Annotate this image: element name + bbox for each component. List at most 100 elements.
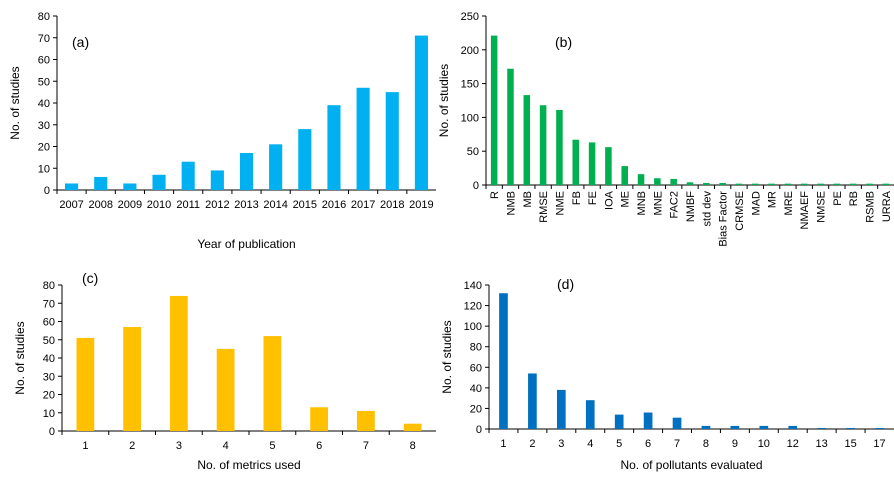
y-tick-label: 150 bbox=[461, 79, 479, 91]
x-tick-label: 6 bbox=[645, 438, 651, 450]
x-tick-label: 7 bbox=[363, 440, 369, 452]
y-tick-label: 50 bbox=[467, 146, 479, 158]
bar bbox=[654, 178, 661, 185]
y-tick-label: 80 bbox=[470, 342, 482, 354]
bar bbox=[499, 293, 508, 429]
bar bbox=[882, 183, 890, 185]
y-tick-label: 140 bbox=[464, 280, 482, 292]
x-tick-label: FAC2 bbox=[669, 191, 681, 219]
bar bbox=[621, 166, 628, 185]
y-tick-label: 60 bbox=[43, 317, 55, 329]
x-tick-label: 2019 bbox=[409, 199, 433, 211]
y-tick-label: 0 bbox=[473, 180, 479, 192]
x-tick-label: 2008 bbox=[88, 199, 112, 211]
x-tick-label: NME bbox=[554, 191, 566, 215]
y-tick-label: 70 bbox=[38, 33, 50, 45]
x-tick-label: 2015 bbox=[293, 199, 317, 211]
bar bbox=[752, 183, 759, 185]
bar bbox=[788, 425, 798, 429]
y-tick-label: 20 bbox=[38, 142, 50, 154]
panel-label: (b) bbox=[555, 34, 572, 50]
y-axis-title: No. of studies bbox=[8, 66, 22, 139]
bar bbox=[614, 414, 624, 429]
chart-panel-c: 0 10 20 30 40 50 60 70 80 1 2 3 4 5 6 7 8 No. of studies N… bbox=[13, 270, 436, 472]
y-axis-title: No. of studies bbox=[440, 320, 454, 393]
bar bbox=[269, 144, 283, 190]
x-tick-label: 15 bbox=[844, 438, 856, 450]
x-tick-label: 2010 bbox=[147, 199, 171, 211]
bar bbox=[123, 183, 137, 190]
bar bbox=[263, 336, 282, 431]
x-tick-label: 2009 bbox=[118, 199, 142, 211]
x-tick-label: 7 bbox=[674, 438, 680, 450]
x-tick-label: 8 bbox=[410, 440, 416, 452]
x-tick-label: IOA bbox=[603, 190, 615, 210]
bar bbox=[817, 183, 824, 185]
panel-label: (d) bbox=[557, 276, 574, 292]
x-tick-label: std dev bbox=[701, 191, 713, 227]
y-tick-label: 50 bbox=[43, 335, 55, 347]
y-tick-label: 250 bbox=[461, 11, 479, 23]
bar bbox=[588, 142, 596, 185]
x-tick-label: RB bbox=[848, 191, 860, 206]
x-tick-label: 2017 bbox=[351, 199, 375, 211]
bar bbox=[414, 35, 428, 191]
y-tick-label: 30 bbox=[38, 120, 50, 132]
bar bbox=[556, 109, 563, 185]
y-tick-label: 60 bbox=[470, 362, 482, 374]
x-tick-label: 2 bbox=[529, 438, 535, 450]
x-tick-label: NMAEF bbox=[799, 191, 811, 230]
bar bbox=[528, 373, 537, 429]
bar bbox=[556, 389, 566, 429]
x-tick-label: MNE bbox=[652, 191, 664, 215]
bar bbox=[152, 174, 166, 190]
panel-label: (c) bbox=[82, 270, 98, 286]
bar bbox=[670, 178, 677, 185]
bar bbox=[507, 68, 514, 185]
x-tick-label: 13 bbox=[816, 438, 828, 450]
bar bbox=[735, 183, 743, 185]
x-tick-label: NMB bbox=[505, 191, 517, 215]
x-tick-label: 5 bbox=[269, 440, 275, 452]
y-tick-label: 10 bbox=[43, 408, 55, 420]
x-tick-label: 2018 bbox=[380, 199, 404, 211]
x-axis-title: Year of publication bbox=[197, 237, 295, 251]
y-tick-label: 0 bbox=[476, 424, 482, 436]
y-tick-label: 0 bbox=[49, 426, 55, 438]
y-tick-label: 20 bbox=[43, 390, 55, 402]
y-tick-label: 100 bbox=[461, 112, 479, 124]
y-tick-label: 60 bbox=[38, 55, 50, 67]
bar bbox=[216, 348, 235, 431]
bar bbox=[817, 427, 827, 429]
x-tick-label: NMSE bbox=[816, 191, 828, 223]
x-tick-label: 2013 bbox=[234, 199, 258, 211]
x-tick-label: 6 bbox=[316, 440, 322, 452]
x-tick-label: 2 bbox=[129, 440, 135, 452]
y-tick-label: 40 bbox=[38, 98, 50, 110]
y-tick-label: 120 bbox=[464, 301, 482, 313]
y-tick-label: 40 bbox=[43, 353, 55, 365]
bar bbox=[356, 87, 370, 190]
bar bbox=[730, 425, 740, 429]
y-tick-label: 20 bbox=[470, 403, 482, 415]
x-tick-label: 2007 bbox=[59, 199, 83, 211]
x-tick-label: 12 bbox=[787, 438, 799, 450]
y-tick-label: 80 bbox=[38, 11, 50, 23]
x-tick-label: 3 bbox=[176, 440, 182, 452]
x-tick-label: MRE bbox=[783, 191, 795, 215]
bar bbox=[759, 425, 769, 429]
bar bbox=[875, 427, 884, 429]
x-tick-label: FE bbox=[587, 191, 599, 205]
bar bbox=[94, 176, 108, 190]
y-axis-title: No. of studies bbox=[437, 64, 451, 137]
x-tick-label: 5 bbox=[616, 438, 622, 450]
y-tick-label: 10 bbox=[38, 163, 50, 175]
bar bbox=[833, 183, 841, 185]
bar bbox=[784, 183, 792, 185]
y-tick-label: 200 bbox=[461, 45, 479, 57]
bar bbox=[800, 183, 808, 185]
x-tick-label: MAD bbox=[750, 191, 762, 216]
bar bbox=[703, 182, 710, 185]
x-tick-label: 9 bbox=[732, 438, 738, 450]
